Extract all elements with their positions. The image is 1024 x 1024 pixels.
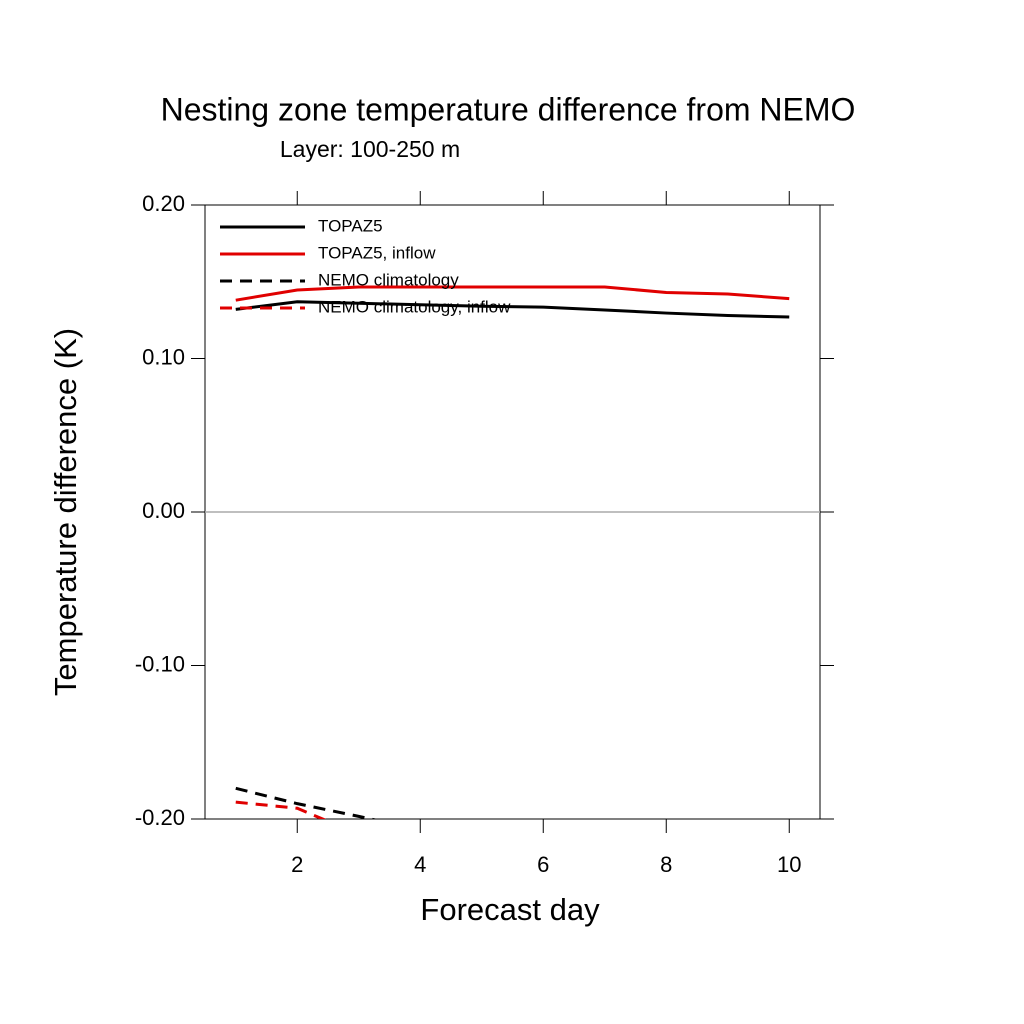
legend-label: NEMO climatology	[318, 270, 459, 289]
legend-label: TOPAZ5	[318, 216, 383, 235]
legend-label: NEMO climatology, inflow	[318, 297, 511, 316]
chart-title: Nesting zone temperature difference from…	[161, 91, 856, 127]
x-tick-label: 2	[291, 852, 303, 877]
y-tick-label: 0.00	[142, 498, 185, 523]
chart-subtitle: Layer: 100-250 m	[280, 136, 460, 162]
y-tick-label: -0.10	[135, 651, 185, 676]
series-line	[235, 786, 378, 819]
y-tick-label: 0.20	[142, 191, 185, 216]
x-tick-label: 4	[414, 852, 426, 877]
y-tick-label: 0.10	[142, 344, 185, 369]
y-axis-label: Temperature difference (K)	[48, 328, 83, 696]
series-line	[235, 285, 790, 302]
y-tick-label: -0.20	[135, 805, 185, 830]
x-tick-label: 8	[660, 852, 672, 877]
x-tick-label: 6	[537, 852, 549, 877]
series-line	[235, 800, 327, 819]
series-line	[235, 300, 790, 319]
x-axis-label: Forecast day	[420, 892, 600, 927]
legend-label: TOPAZ5, inflow	[318, 243, 436, 262]
x-tick-label: 10	[777, 852, 801, 877]
